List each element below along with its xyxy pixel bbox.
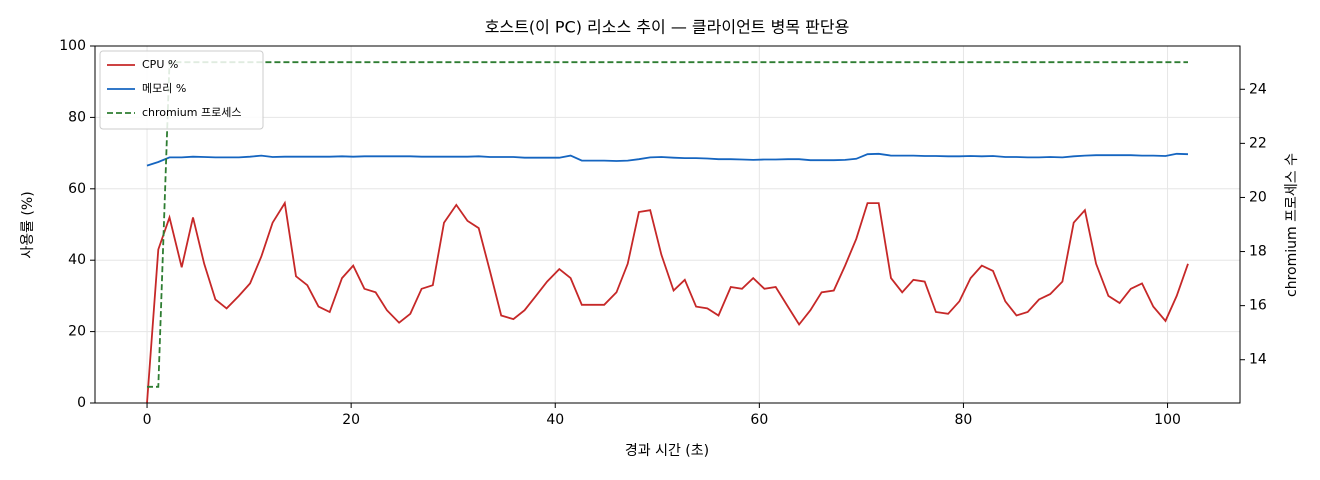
legend: CPU % 메모리 % chromium 프로세스 [99,50,264,130]
legend-label: 메모리 % [142,82,186,95]
y2-tick-label: 18 [1249,244,1267,260]
y2-tick-label: 16 [1249,298,1267,314]
series-line [147,61,1188,388]
x-tick-label: 100 [1154,412,1181,428]
series-line [146,200,1189,404]
legend-label: CPU % [142,58,178,71]
y-tick-label: 60 [68,181,86,197]
x-tick-label: 80 [955,412,973,428]
x-tick-label: 0 [143,412,152,428]
y-tick-label: 0 [77,395,86,411]
y2-tick-label: 20 [1249,189,1267,205]
y-tick-label: 40 [68,252,86,268]
y-tick-label: 100 [59,38,86,54]
y-tick-label: 20 [68,324,86,340]
series-line [146,152,1189,167]
legend-label: chromium 프로세스 [142,106,241,119]
y2-tick-label: 14 [1249,352,1267,368]
x-axis-label: 경과 시간 (초) [625,443,709,459]
y2-tick-label: 24 [1249,81,1267,97]
x-tick-label: 20 [342,412,360,428]
y-axis-label: 사용률 (%) [20,191,36,258]
legend-box [99,50,264,130]
chart-title: 호스트(이 PC) 리소스 추이 — 클라이언트 병목 판단용 [485,18,850,37]
y2-axis-label: chromium 프로세스 수 [1284,153,1300,297]
y2-tick-label: 22 [1249,135,1267,151]
y-tick-label: 80 [68,109,86,125]
x-tick-label: 40 [546,412,564,428]
x-tick-label: 60 [750,412,768,428]
plot-frame [94,45,1241,404]
